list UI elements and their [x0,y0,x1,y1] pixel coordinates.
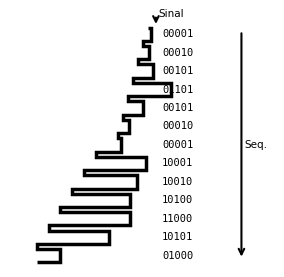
Text: 01000: 01000 [162,251,193,261]
Bar [60,212,130,225]
Text: 10010: 10010 [162,177,193,187]
Bar [128,101,143,115]
Bar [37,249,60,262]
Text: Sinal: Sinal [158,9,183,19]
Text: 01101: 01101 [162,84,193,94]
Text: 10001: 10001 [162,158,193,168]
Bar [123,120,129,133]
Text: 00010: 00010 [162,48,193,58]
Text: 00001: 00001 [162,29,193,39]
Text: 10101: 10101 [162,232,193,242]
Bar [96,157,146,170]
Text: 00101: 00101 [162,103,193,113]
Text: 11000: 11000 [162,214,193,224]
Bar [49,231,109,244]
Text: 00010: 00010 [162,122,193,132]
Text: 00101: 00101 [162,66,193,76]
Bar [118,138,121,152]
Bar [72,194,130,207]
Text: 10100: 10100 [162,195,193,205]
Bar [138,65,153,78]
Text: 00001: 00001 [162,140,193,150]
Bar [84,175,137,189]
Bar [133,83,171,96]
Bar [143,46,149,59]
Bar [148,27,151,41]
Text: Seq.: Seq. [245,140,268,150]
